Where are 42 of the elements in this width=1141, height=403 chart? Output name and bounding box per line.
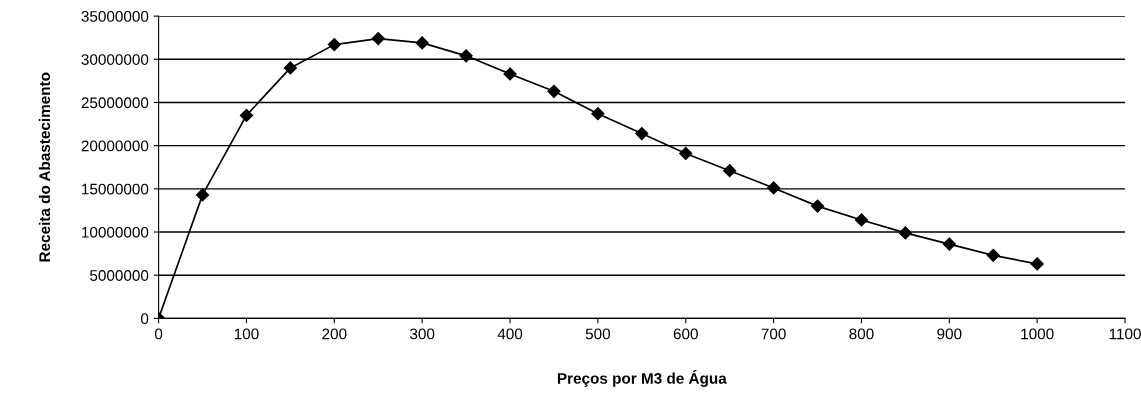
point	[942, 237, 956, 251]
y-tick-label: 5000000	[90, 270, 149, 281]
x-tick-label: 900	[937, 328, 962, 340]
point	[591, 107, 605, 121]
y-axis-title: Receita do Abastecimento	[38, 72, 51, 262]
point	[854, 213, 869, 227]
y-tick-label: 35000000	[81, 10, 149, 22]
x-tick-label: 700	[761, 328, 786, 340]
point	[459, 49, 473, 63]
point	[239, 108, 254, 123]
point	[503, 67, 517, 81]
point	[679, 146, 693, 161]
x-tick-label: 400	[497, 328, 523, 340]
point	[986, 248, 1000, 262]
y-tick-label: 30000000	[81, 54, 149, 65]
y-tick-label: 20000000	[81, 140, 149, 152]
y-tick-label: 25000000	[81, 97, 149, 109]
y-tick-label: 0	[140, 313, 149, 325]
point	[810, 199, 825, 213]
x-tick-label: 100	[234, 328, 259, 340]
y-tick-label: 15000000	[82, 183, 149, 195]
x-tick-label: 200	[322, 328, 347, 340]
point	[327, 38, 341, 52]
point	[1030, 257, 1044, 271]
x-axis-title: Preços por M3 de Água	[557, 370, 727, 387]
x-tick-label: 500	[585, 328, 611, 340]
point	[415, 36, 429, 50]
x-tick-label: 1100	[1109, 328, 1141, 340]
point	[767, 181, 781, 195]
x-tick-label: 800	[849, 328, 874, 340]
x-tick-label: 300	[410, 328, 435, 340]
y-tick-label: 10000000	[82, 226, 149, 238]
point	[898, 226, 912, 240]
point	[283, 61, 297, 75]
x-tick-label: 600	[673, 328, 698, 340]
point	[195, 188, 210, 202]
point	[723, 164, 737, 178]
point	[547, 84, 561, 98]
point	[635, 126, 649, 141]
x-tick-label: 1000	[1021, 328, 1054, 340]
x-tick-label: 0	[154, 328, 163, 340]
point	[371, 31, 385, 46]
